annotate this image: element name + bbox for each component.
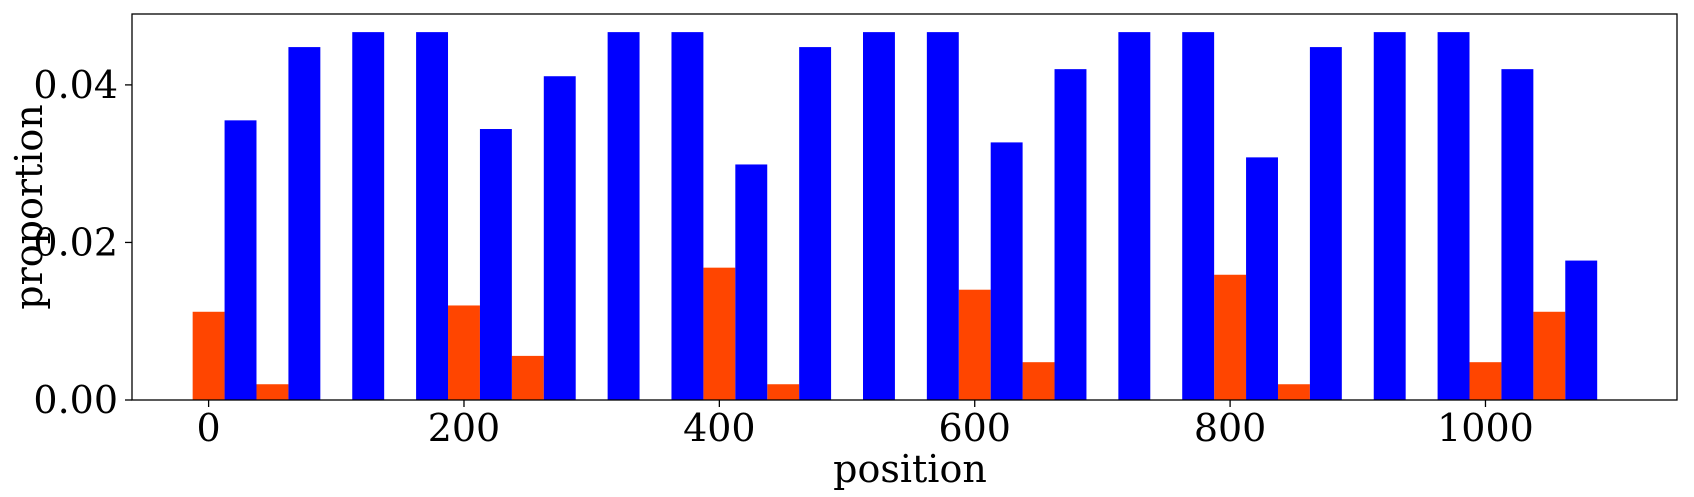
bar-series-2-8 — [735, 164, 768, 400]
bar-series-2-3 — [416, 32, 449, 401]
bar-series-1-0 — [192, 311, 225, 400]
bar-series-1-10 — [1469, 362, 1502, 400]
bar-series-2-13 — [1054, 69, 1087, 400]
x-tick-label: 600 — [938, 406, 1011, 450]
bar-series-1-5 — [767, 384, 800, 400]
bar-series-2-4 — [479, 129, 512, 400]
x-tick-label: 200 — [428, 406, 501, 450]
x-tick-label: 1000 — [1437, 406, 1534, 450]
bar-series-2-19 — [1437, 32, 1470, 401]
bar-series-2-20 — [1501, 69, 1534, 400]
bar-series-2-9 — [799, 47, 832, 401]
bar-series-2-2 — [352, 32, 385, 401]
bar-series-1-9 — [1277, 384, 1310, 400]
bar-series-2-6 — [607, 32, 640, 401]
x-axis-ticks: 0 200 400 600 800 1000 — [197, 400, 1534, 450]
bar-series-2-1 — [288, 47, 321, 401]
bar-series-2-17 — [1309, 47, 1342, 401]
bar-series-2-0 — [224, 120, 257, 400]
bar-series-1-4 — [703, 267, 736, 400]
y-axis-label: proportion — [7, 104, 51, 310]
bar-series-2-16 — [1246, 157, 1278, 400]
x-tick-label: 800 — [1194, 406, 1267, 450]
bar-series-1-2 — [448, 305, 480, 400]
bar-series-1-6 — [958, 289, 991, 400]
bar-series-1-11 — [1533, 311, 1566, 400]
bar-series-2-18 — [1373, 32, 1406, 401]
bar-series-2-21 — [1565, 260, 1598, 400]
x-axis-label: position — [833, 447, 987, 491]
bar-series-2-5 — [543, 76, 576, 400]
x-tick-label: 0 — [197, 406, 221, 450]
bars-layer — [192, 32, 1598, 401]
bar-series-2-11 — [926, 32, 959, 401]
bar-series-2-14 — [1118, 32, 1151, 401]
plot-frame — [131, 13, 1678, 401]
bar-series-1-3 — [511, 355, 544, 400]
x-tick-label: 400 — [683, 406, 756, 450]
y-tick-label: 0.00 — [33, 378, 118, 422]
bar-series-1-1 — [256, 384, 289, 400]
bar-series-2-10 — [863, 32, 895, 401]
bar-series-2-7 — [671, 32, 704, 401]
bar-series-2-15 — [1182, 32, 1215, 401]
y-axis-ticks: 0.00 0.02 0.04 — [33, 63, 132, 422]
bar-series-2-12 — [990, 142, 1023, 400]
bar-series-1-8 — [1214, 274, 1247, 400]
bar-series-1-7 — [1022, 362, 1055, 400]
y-tick-label: 0.04 — [33, 63, 118, 107]
y-tick-label: 0.02 — [33, 220, 118, 264]
